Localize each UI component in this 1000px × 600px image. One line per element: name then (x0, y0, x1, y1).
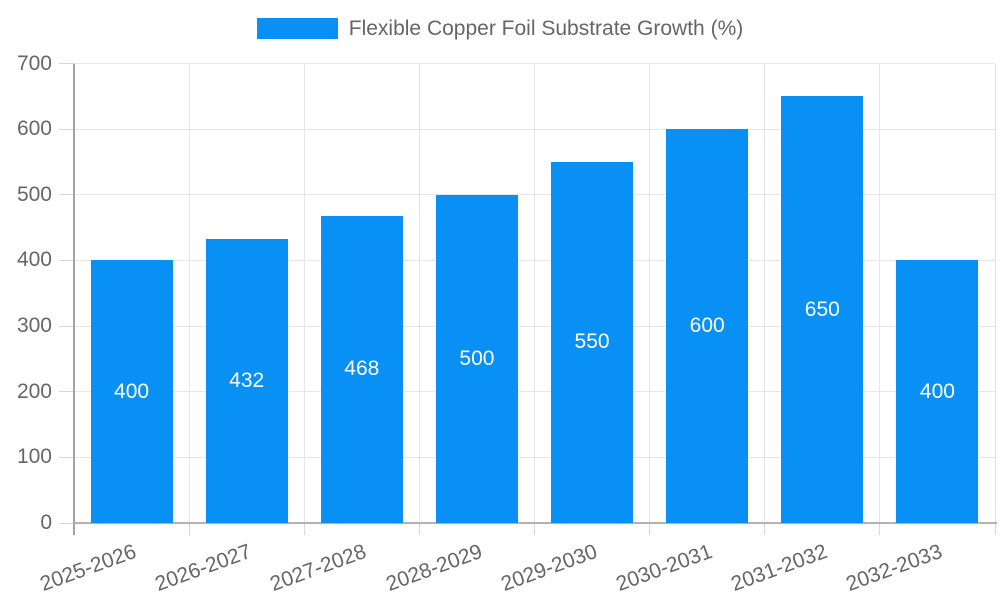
y-axis-tick-label: 0 (40, 511, 52, 534)
x-tick-mark (418, 523, 420, 535)
y-axis-line (72, 63, 75, 535)
y-tick-mark (59, 391, 74, 393)
bar-value-label: 400 (919, 379, 955, 403)
x-axis-tick-label: 2025-2026 (37, 540, 140, 596)
bar-value-label: 432 (229, 369, 265, 393)
y-tick-mark (59, 259, 74, 261)
y-axis-tick-label: 100 (16, 445, 52, 469)
bar-value-label: 400 (114, 379, 150, 403)
y-tick-mark (59, 456, 74, 458)
bar[interactable]: 468 (320, 215, 403, 523)
x-axis-tick-label: 2027-2028 (267, 540, 370, 596)
x-tick-mark (764, 523, 766, 535)
bar[interactable]: 650 (781, 96, 864, 523)
chart-legend[interactable]: Flexible Copper Foil Substrate Growth (%… (0, 0, 1000, 56)
bar-value-label: 500 (459, 346, 495, 370)
y-tick-mark (59, 63, 74, 64)
x-axis-tick-label: 2028-2029 (382, 540, 485, 596)
x-tick-mark (994, 523, 996, 535)
x-tick-mark (649, 523, 651, 535)
x-axis-tick-label: 2032-2033 (843, 540, 946, 596)
y-axis-tick-label: 600 (16, 117, 52, 141)
bar-value-label: 650 (804, 297, 840, 321)
x-tick-mark (879, 523, 881, 535)
x-axis-tick-label: 2030-2031 (612, 540, 716, 596)
x-axis-tick-label: 2031-2032 (727, 540, 831, 596)
gridline-vertical (188, 63, 190, 523)
legend-label: Flexible Copper Foil Substrate Growth (%… (348, 16, 744, 40)
y-axis-tick-label: 400 (16, 248, 52, 272)
bar-value-label: 600 (689, 314, 725, 338)
x-tick-mark (188, 523, 190, 535)
bar[interactable]: 432 (205, 239, 288, 523)
x-tick-mark (534, 523, 535, 535)
y-tick-mark (59, 522, 74, 524)
bar[interactable]: 550 (551, 161, 634, 523)
gridline-vertical (994, 63, 996, 523)
bar[interactable]: 600 (666, 129, 749, 523)
x-tick-mark (303, 523, 305, 535)
y-axis-tick-label: 700 (16, 51, 52, 75)
bar[interactable]: 500 (435, 194, 518, 523)
x-axis-line (74, 522, 997, 524)
gridline-vertical (418, 63, 420, 523)
bar-value-label: 550 (574, 330, 610, 354)
y-tick-mark (59, 325, 74, 327)
bar[interactable]: 400 (896, 260, 979, 523)
y-axis-tick-label: 300 (16, 314, 52, 338)
gridline-vertical (534, 63, 535, 523)
gridline-vertical (879, 63, 881, 523)
y-axis-tick-label: 200 (16, 379, 52, 403)
gridline-vertical (764, 63, 766, 523)
bar[interactable]: 400 (90, 260, 173, 523)
x-axis-tick-label: 2026-2027 (152, 540, 255, 596)
legend-swatch-icon (256, 17, 338, 39)
gridline-vertical (649, 63, 651, 523)
gridline-vertical (303, 63, 305, 523)
y-tick-mark (59, 128, 74, 130)
bar-value-label: 468 (344, 357, 380, 381)
y-tick-mark (59, 194, 74, 196)
y-axis-tick-label: 500 (16, 182, 52, 206)
x-axis-tick-label: 2029-2030 (497, 540, 600, 596)
